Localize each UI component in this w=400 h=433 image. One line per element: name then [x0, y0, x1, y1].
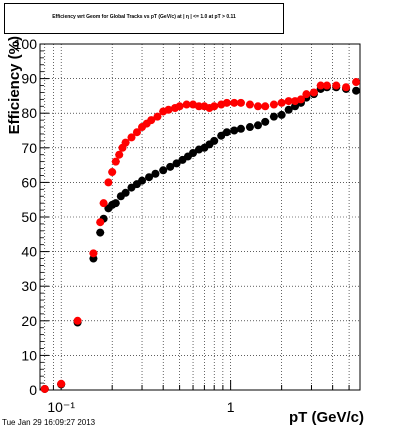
data-point	[132, 128, 141, 137]
data-point	[104, 178, 113, 187]
data-point	[222, 128, 231, 137]
y-tick-label: 70	[21, 140, 37, 156]
timestamp: Tue Jan 29 16:09:27 2013	[2, 418, 96, 427]
data-point	[236, 98, 245, 107]
y-tick-label: 60	[21, 174, 37, 190]
data-point	[96, 218, 105, 227]
data-point	[269, 100, 278, 109]
data-point	[236, 124, 245, 133]
data-point	[322, 81, 331, 90]
y-tick-label: 40	[21, 244, 37, 260]
y-tick-label: 0	[29, 382, 37, 398]
chart-title: Efficiency wrt Geom for Global Tracks vs…	[52, 14, 236, 20]
data-point	[245, 100, 254, 109]
data-point	[147, 116, 156, 125]
data-point	[309, 88, 318, 97]
y-tick-label: 50	[21, 209, 37, 225]
data-point	[151, 169, 160, 178]
data-point	[284, 97, 293, 106]
x-tick-label: 1	[227, 399, 235, 415]
data-point	[245, 123, 254, 132]
data-point	[230, 126, 239, 135]
y-tick-label: 30	[21, 278, 37, 294]
data-point	[121, 138, 130, 147]
data-point	[145, 173, 154, 182]
data-point	[164, 105, 173, 114]
data-point	[96, 228, 105, 237]
data-point	[189, 148, 198, 157]
data-point	[316, 81, 325, 90]
data-point	[277, 98, 286, 107]
chart-title-box: Efficiency wrt Geom for Global Tracks vs…	[4, 3, 284, 34]
data-point	[253, 102, 262, 111]
data-point	[175, 102, 184, 111]
data-point	[57, 379, 66, 388]
y-tick-label: 90	[21, 71, 37, 87]
data-point	[89, 249, 98, 258]
data-point	[352, 86, 361, 95]
data-point	[138, 176, 147, 185]
data-point	[182, 100, 191, 109]
data-point	[261, 117, 270, 126]
data-point	[269, 112, 278, 121]
data-point	[121, 188, 130, 197]
data-point	[73, 316, 82, 325]
data-point	[230, 98, 239, 107]
data-point	[166, 162, 175, 171]
data-point	[332, 81, 341, 90]
data-point	[153, 112, 162, 121]
data-point	[210, 102, 219, 111]
y-tick-label: 20	[21, 313, 37, 329]
data-point	[99, 199, 108, 208]
data-point	[222, 98, 231, 107]
data-point	[172, 159, 181, 168]
y-tick-label: 10	[21, 347, 37, 363]
data-point	[108, 168, 117, 177]
data-point	[342, 83, 351, 92]
data-point	[159, 166, 168, 175]
y-axis-label: Efficiency (%)	[6, 36, 23, 134]
data-point	[40, 384, 49, 393]
x-tick-label: 10⁻¹	[47, 399, 75, 415]
data-point	[127, 133, 136, 142]
data-point	[277, 110, 286, 119]
data-point	[111, 157, 120, 166]
data-point	[210, 136, 219, 145]
y-tick-label: 80	[21, 105, 37, 121]
data-point	[302, 90, 311, 99]
data-point	[253, 121, 262, 130]
y-tick-label: 100	[14, 36, 38, 52]
data-point	[115, 150, 124, 159]
data-point	[352, 78, 361, 87]
data-point	[296, 95, 305, 104]
data-point	[284, 105, 293, 114]
data-point	[111, 199, 120, 208]
x-axis-label: pT (GeV/c)	[289, 409, 364, 426]
data-point	[261, 102, 270, 111]
